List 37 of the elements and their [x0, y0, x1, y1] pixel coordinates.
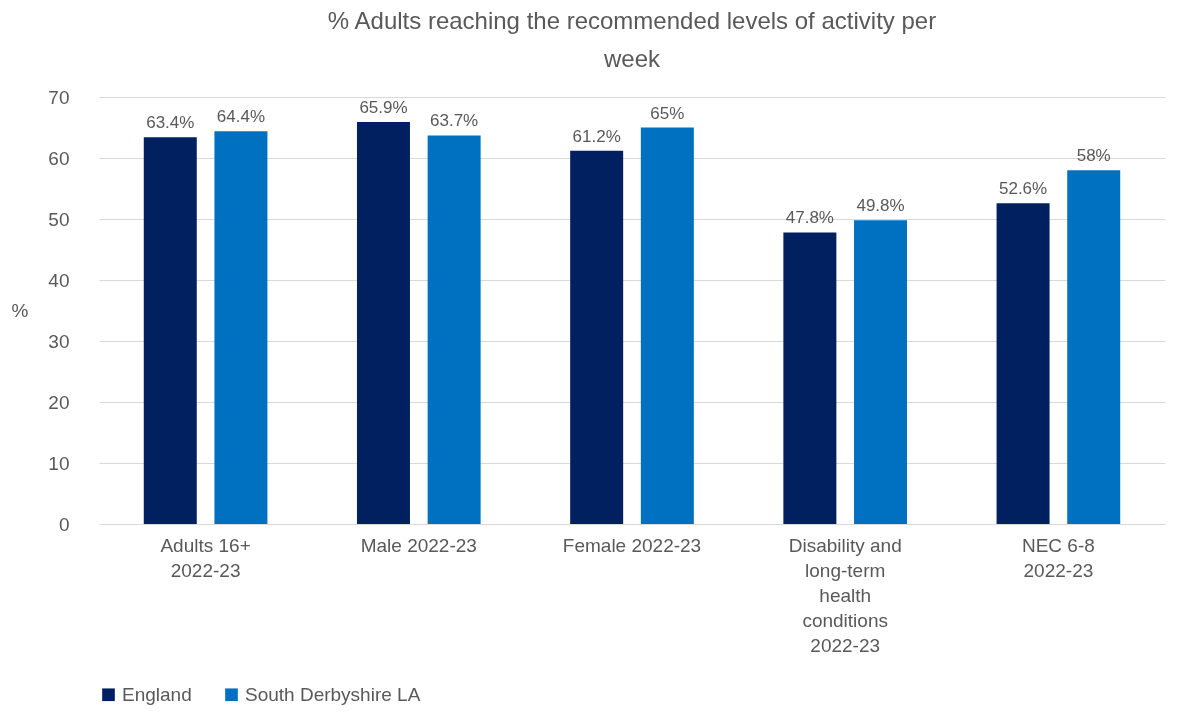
y-tick-label: 20: [48, 391, 70, 413]
data-label: 63.4%: [146, 113, 195, 133]
data-label: 52.6%: [998, 179, 1048, 199]
bar: [143, 137, 197, 524]
y-tick-label: 10: [48, 452, 70, 474]
y-tick-label: 30: [48, 330, 70, 352]
bar: [570, 150, 624, 524]
y-axis-title: %: [11, 300, 29, 321]
y-tick-label: 40: [48, 269, 70, 291]
bar: [214, 131, 268, 524]
bar: [1067, 170, 1121, 524]
legend-label: England: [122, 683, 192, 705]
x-tick-label: Disability and long-term health conditions 2022-23: [788, 534, 902, 656]
data-label: 49.8%: [856, 196, 905, 216]
bar: [854, 220, 908, 524]
bar: [427, 135, 481, 524]
data-label: 64.4%: [216, 107, 266, 127]
data-label: 65.9%: [359, 98, 408, 118]
bar: [640, 127, 694, 524]
legend-label: South Derbyshire LA: [245, 683, 421, 705]
data-label: 58%: [1076, 146, 1111, 166]
x-tick-label: NEC 6-8 2022-23: [1021, 534, 1095, 581]
y-tick-label: 50: [48, 208, 70, 230]
x-tick-label: Female 2022-23: [562, 534, 702, 556]
bar: [783, 232, 837, 524]
chart-title: % Adults reaching the recommended levels of activity per week: [327, 7, 937, 72]
x-tick-label: Male 2022-23: [360, 534, 477, 556]
bar: [996, 203, 1050, 524]
y-tick-label: 60: [48, 147, 70, 169]
data-label: 65%: [650, 103, 685, 123]
data-label: 47.8%: [785, 208, 834, 228]
y-tick-label: 0: [58, 513, 70, 535]
x-tick-label: Adults 16+ 2022-23: [160, 534, 251, 581]
y-tick-label: 70: [48, 86, 70, 108]
data-label: 63.7%: [430, 111, 479, 131]
data-label: 61.2%: [572, 126, 621, 146]
bar: [356, 122, 410, 524]
